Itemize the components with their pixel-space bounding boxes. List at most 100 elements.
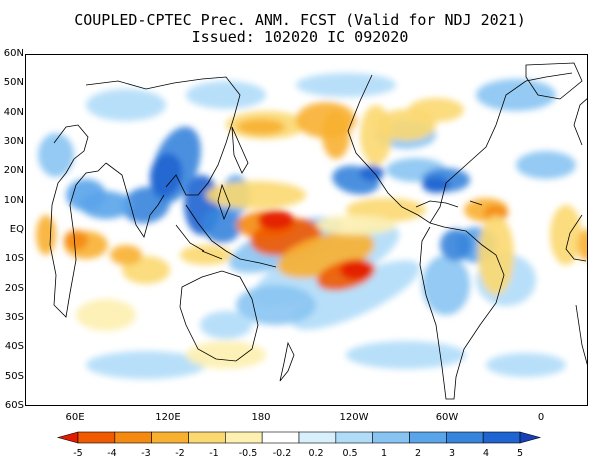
wet-anomaly-area: [86, 351, 206, 379]
colorbar-label: -0.2: [272, 448, 292, 459]
lon-label: 120E: [155, 412, 181, 423]
coast-japan: [231, 126, 249, 174]
colorbar-box: [225, 431, 263, 444]
wet-anomaly-area: [296, 73, 396, 97]
wet-anomaly-area: [149, 153, 183, 197]
lon-label: 0: [537, 412, 545, 423]
lat-label: 50N: [3, 77, 24, 89]
dry-anomaly-area: [206, 181, 306, 209]
wet-anomaly-area: [86, 89, 166, 121]
coast-africa-south: [575, 304, 587, 366]
wet-anomaly-area: [200, 311, 252, 339]
colorbar-box: [188, 431, 226, 444]
dry-anomaly-area: [484, 205, 508, 221]
wet-anomaly-area: [486, 353, 566, 377]
lat-label: 10N: [3, 194, 24, 206]
dry-anomaly-area: [76, 299, 136, 331]
colorbar-label: -1: [209, 448, 219, 459]
coast-east-asia: [85, 76, 241, 196]
colorbar-label: 3: [448, 448, 456, 459]
colorbar-label: -4: [107, 448, 117, 459]
colorbar-label: 2: [414, 448, 422, 459]
lat-label: 40S: [4, 341, 24, 353]
wet-anomaly-area: [202, 207, 242, 243]
lon-label: 60E: [65, 412, 85, 423]
lon-label: 180: [251, 412, 271, 423]
coast-maritime: [175, 204, 277, 268]
map-subtitle: Issued: 102020 IC 092020: [191, 28, 409, 46]
colorbar-label: -5: [73, 448, 83, 459]
wet-anomaly-area: [291, 260, 421, 330]
colorbar-box: [372, 431, 410, 444]
dry-anomaly-area: [340, 260, 372, 280]
wet-anomaly-area: [516, 151, 576, 179]
lat-label: 60S: [4, 400, 24, 411]
lat-label: 10S: [4, 253, 24, 265]
colorbar-box: [409, 431, 447, 444]
lat-label: 30S: [4, 312, 24, 323]
coast-australia: [179, 270, 259, 362]
anomaly-map: [25, 54, 588, 406]
dry-anomaly-area: [237, 119, 285, 135]
dry-anomaly-area: [316, 215, 396, 235]
lat-label: 20N: [3, 165, 24, 177]
colorbar-box: [335, 431, 373, 444]
colorbar-label: -0.5: [238, 448, 258, 459]
wet-anomaly-area: [422, 255, 470, 315]
colorbar-label: 0.5: [342, 448, 358, 459]
coast-africa-west: [565, 214, 587, 262]
dry-anomaly-area: [322, 111, 350, 159]
lat-label: 60N: [3, 48, 24, 59]
colorbar-box: [77, 431, 116, 444]
colorbar-label: -2: [175, 448, 185, 459]
dry-anomaly-area: [258, 210, 294, 230]
anomaly-field: [26, 55, 587, 405]
lat-label: EQ: [9, 224, 24, 235]
wet-anomaly-area: [38, 133, 74, 177]
colorbar-box: [261, 431, 300, 444]
dry-anomaly-area: [578, 229, 587, 261]
wet-anomaly-area: [476, 79, 556, 111]
dry-anomaly-area: [186, 341, 266, 369]
dry-anomaly-area: [110, 245, 142, 265]
dry-anomaly-area: [64, 230, 88, 250]
lat-label: 30N: [3, 136, 24, 147]
dry-anomaly-area: [180, 245, 232, 265]
colorbar-arrow-low: [56, 431, 79, 444]
coast-philippines: [217, 183, 231, 221]
coast-caribbean: [415, 200, 483, 208]
colorbar-arrow-high: [519, 431, 542, 444]
lon-label: 120W: [339, 412, 369, 423]
coast-europe: [573, 98, 587, 146]
wet-anomaly-area: [66, 179, 106, 211]
wet-anomaly-area: [186, 81, 266, 109]
dry-anomaly-area: [550, 205, 582, 265]
map-title: COUPLED-CPTEC Prec. ANM. FCST (Valid for…: [74, 11, 526, 29]
colorbar-box: [298, 431, 337, 444]
wet-anomaly-area: [346, 341, 466, 369]
colorbar-label: 5: [516, 448, 524, 459]
wet-anomaly-area: [122, 186, 170, 224]
colorbar-box: [151, 431, 189, 444]
wet-anomaly-area: [440, 229, 472, 261]
colorbar-box: [446, 431, 484, 444]
lat-label: 50S: [4, 370, 24, 382]
colorbar-box: [482, 431, 521, 444]
colorbar-label: 1: [380, 448, 388, 459]
wet-anomaly-area: [360, 165, 384, 181]
wet-anomaly-area: [422, 177, 450, 193]
coast-greenland: [525, 62, 583, 100]
colorbar-label: -3: [141, 448, 151, 459]
coast-south-america: [419, 222, 505, 400]
colorbar-label: 4: [482, 448, 490, 459]
coast-africa: [49, 124, 107, 318]
lat-label: 40N: [3, 106, 24, 118]
colorbar-label: 0.2: [308, 448, 324, 459]
lon-label: 60W: [435, 412, 459, 423]
coast-north-america: [347, 72, 573, 224]
colorbar-box: [114, 431, 152, 444]
lat-label: 20S: [4, 282, 24, 294]
coast-new-zealand: [279, 341, 295, 382]
coast-arabia-india: [105, 162, 165, 238]
